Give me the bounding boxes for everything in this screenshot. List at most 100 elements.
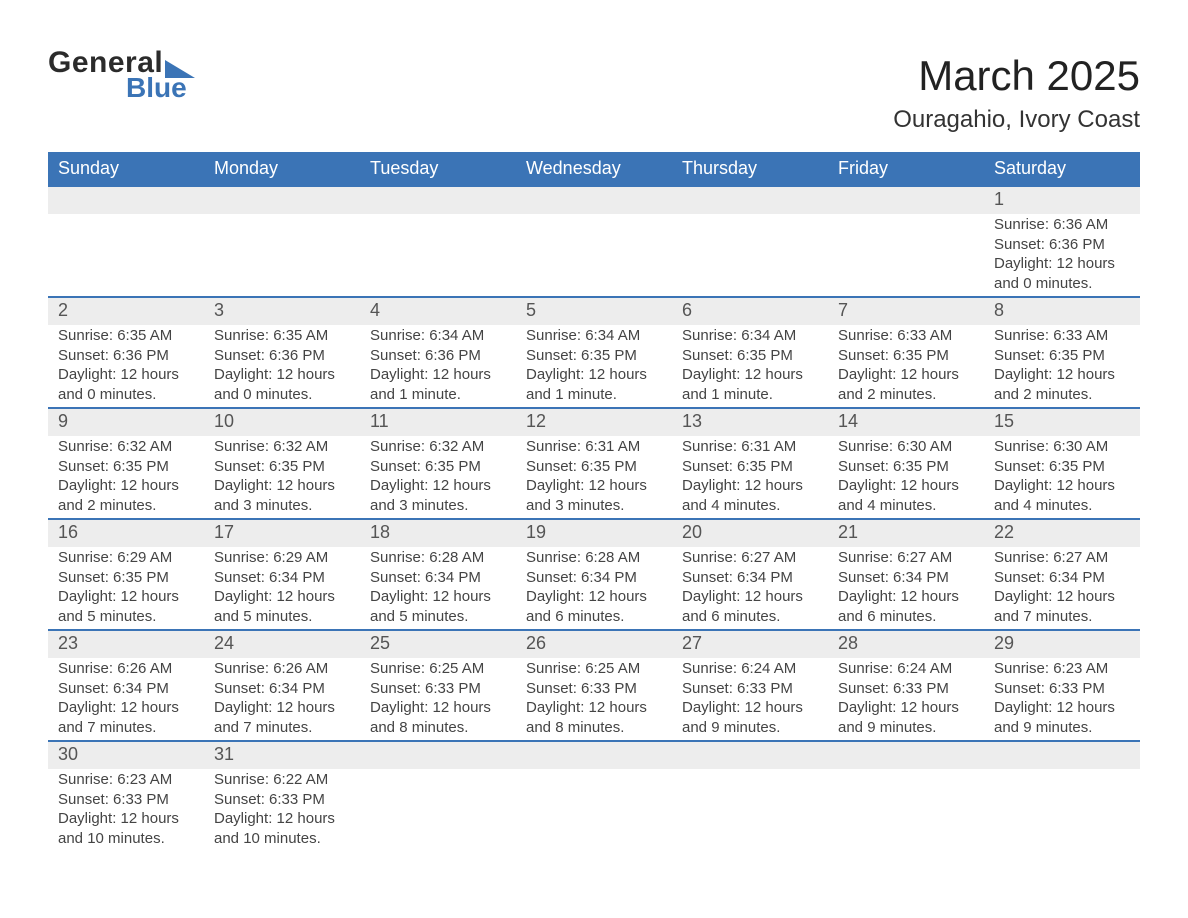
week-row: 9Sunrise: 6:32 AMSunset: 6:35 PMDaylight…: [48, 409, 1140, 520]
day-number: 23: [48, 631, 204, 658]
sunrise-line: Sunrise: 6:25 AM: [370, 659, 506, 679]
sunset-line: Sunset: 6:35 PM: [58, 457, 194, 477]
daylight-line: Daylight: 12 hours and 0 minutes.: [994, 254, 1130, 293]
day-cell: 19Sunrise: 6:28 AMSunset: 6:34 PMDayligh…: [516, 520, 672, 629]
day-body: Sunrise: 6:23 AMSunset: 6:33 PMDaylight:…: [984, 658, 1140, 740]
dow-header-row: SundayMondayTuesdayWednesdayThursdayFrid…: [48, 152, 1140, 187]
sunset-line: Sunset: 6:33 PM: [526, 679, 662, 699]
day-body: Sunrise: 6:31 AMSunset: 6:35 PMDaylight:…: [672, 436, 828, 518]
day-cell: 29Sunrise: 6:23 AMSunset: 6:33 PMDayligh…: [984, 631, 1140, 740]
sunrise-line: Sunrise: 6:29 AM: [58, 548, 194, 568]
day-body: Sunrise: 6:35 AMSunset: 6:36 PMDaylight:…: [204, 325, 360, 407]
sunset-line: Sunset: 6:35 PM: [214, 457, 350, 477]
day-cell: 16Sunrise: 6:29 AMSunset: 6:35 PMDayligh…: [48, 520, 204, 629]
day-number: 4: [360, 298, 516, 325]
sunrise-line: Sunrise: 6:34 AM: [682, 326, 818, 346]
sunset-line: Sunset: 6:33 PM: [370, 679, 506, 699]
daylight-line: Daylight: 12 hours and 4 minutes.: [994, 476, 1130, 515]
day-cell: 3Sunrise: 6:35 AMSunset: 6:36 PMDaylight…: [204, 298, 360, 407]
day-number: [48, 187, 204, 214]
empty-cell: [48, 187, 204, 296]
sunrise-line: Sunrise: 6:27 AM: [838, 548, 974, 568]
day-cell: 7Sunrise: 6:33 AMSunset: 6:35 PMDaylight…: [828, 298, 984, 407]
week-row: 1Sunrise: 6:36 AMSunset: 6:36 PMDaylight…: [48, 187, 1140, 298]
daylight-line: Daylight: 12 hours and 6 minutes.: [838, 587, 974, 626]
day-cell: 4Sunrise: 6:34 AMSunset: 6:36 PMDaylight…: [360, 298, 516, 407]
day-body: Sunrise: 6:32 AMSunset: 6:35 PMDaylight:…: [204, 436, 360, 518]
daylight-line: Daylight: 12 hours and 7 minutes.: [214, 698, 350, 737]
page-title: March 2025: [893, 52, 1140, 100]
sunrise-line: Sunrise: 6:28 AM: [370, 548, 506, 568]
sunset-line: Sunset: 6:35 PM: [994, 346, 1130, 366]
sunset-line: Sunset: 6:36 PM: [58, 346, 194, 366]
sunset-line: Sunset: 6:36 PM: [994, 235, 1130, 255]
sunrise-line: Sunrise: 6:35 AM: [214, 326, 350, 346]
day-cell: 14Sunrise: 6:30 AMSunset: 6:35 PMDayligh…: [828, 409, 984, 518]
week-row: 23Sunrise: 6:26 AMSunset: 6:34 PMDayligh…: [48, 631, 1140, 742]
sunrise-line: Sunrise: 6:28 AM: [526, 548, 662, 568]
day-number: [516, 742, 672, 769]
day-cell: 17Sunrise: 6:29 AMSunset: 6:34 PMDayligh…: [204, 520, 360, 629]
day-body: [360, 214, 516, 294]
day-number: 11: [360, 409, 516, 436]
daylight-line: Daylight: 12 hours and 9 minutes.: [994, 698, 1130, 737]
day-number: 28: [828, 631, 984, 658]
sunset-line: Sunset: 6:34 PM: [214, 568, 350, 588]
day-number: 2: [48, 298, 204, 325]
day-number: 10: [204, 409, 360, 436]
dow-header: Saturday: [984, 152, 1140, 187]
sunset-line: Sunset: 6:34 PM: [526, 568, 662, 588]
week-row: 2Sunrise: 6:35 AMSunset: 6:36 PMDaylight…: [48, 298, 1140, 409]
day-body: Sunrise: 6:32 AMSunset: 6:35 PMDaylight:…: [48, 436, 204, 518]
day-cell: 15Sunrise: 6:30 AMSunset: 6:35 PMDayligh…: [984, 409, 1140, 518]
day-body: [984, 769, 1140, 849]
empty-cell: [360, 187, 516, 296]
day-number: 30: [48, 742, 204, 769]
day-body: Sunrise: 6:29 AMSunset: 6:34 PMDaylight:…: [204, 547, 360, 629]
day-body: Sunrise: 6:22 AMSunset: 6:33 PMDaylight:…: [204, 769, 360, 851]
sunrise-line: Sunrise: 6:31 AM: [526, 437, 662, 457]
day-body: Sunrise: 6:32 AMSunset: 6:35 PMDaylight:…: [360, 436, 516, 518]
day-number: [672, 742, 828, 769]
dow-header: Tuesday: [360, 152, 516, 187]
empty-cell: [360, 742, 516, 851]
sunrise-line: Sunrise: 6:23 AM: [994, 659, 1130, 679]
day-number: 12: [516, 409, 672, 436]
day-number: 15: [984, 409, 1140, 436]
sunrise-line: Sunrise: 6:26 AM: [214, 659, 350, 679]
day-cell: 1Sunrise: 6:36 AMSunset: 6:36 PMDaylight…: [984, 187, 1140, 296]
day-number: 13: [672, 409, 828, 436]
sunset-line: Sunset: 6:34 PM: [682, 568, 818, 588]
day-cell: 24Sunrise: 6:26 AMSunset: 6:34 PMDayligh…: [204, 631, 360, 740]
sunrise-line: Sunrise: 6:34 AM: [370, 326, 506, 346]
day-cell: 20Sunrise: 6:27 AMSunset: 6:34 PMDayligh…: [672, 520, 828, 629]
sunset-line: Sunset: 6:35 PM: [526, 346, 662, 366]
day-cell: 18Sunrise: 6:28 AMSunset: 6:34 PMDayligh…: [360, 520, 516, 629]
day-body: Sunrise: 6:25 AMSunset: 6:33 PMDaylight:…: [516, 658, 672, 740]
day-body: Sunrise: 6:28 AMSunset: 6:34 PMDaylight:…: [516, 547, 672, 629]
daylight-line: Daylight: 12 hours and 5 minutes.: [370, 587, 506, 626]
sunrise-line: Sunrise: 6:33 AM: [838, 326, 974, 346]
day-cell: 8Sunrise: 6:33 AMSunset: 6:35 PMDaylight…: [984, 298, 1140, 407]
day-number: 18: [360, 520, 516, 547]
day-number: 3: [204, 298, 360, 325]
daylight-line: Daylight: 12 hours and 1 minute.: [682, 365, 818, 404]
daylight-line: Daylight: 12 hours and 2 minutes.: [58, 476, 194, 515]
daylight-line: Daylight: 12 hours and 3 minutes.: [526, 476, 662, 515]
day-number: [984, 742, 1140, 769]
sunrise-line: Sunrise: 6:30 AM: [838, 437, 974, 457]
day-cell: 30Sunrise: 6:23 AMSunset: 6:33 PMDayligh…: [48, 742, 204, 851]
sunrise-line: Sunrise: 6:24 AM: [838, 659, 974, 679]
sunset-line: Sunset: 6:35 PM: [838, 346, 974, 366]
daylight-line: Daylight: 12 hours and 0 minutes.: [214, 365, 350, 404]
sunset-line: Sunset: 6:34 PM: [994, 568, 1130, 588]
calendar: SundayMondayTuesdayWednesdayThursdayFrid…: [48, 152, 1140, 851]
daylight-line: Daylight: 12 hours and 4 minutes.: [682, 476, 818, 515]
week-row: 30Sunrise: 6:23 AMSunset: 6:33 PMDayligh…: [48, 742, 1140, 851]
daylight-line: Daylight: 12 hours and 6 minutes.: [526, 587, 662, 626]
sunrise-line: Sunrise: 6:27 AM: [682, 548, 818, 568]
sunrise-line: Sunrise: 6:31 AM: [682, 437, 818, 457]
day-number: 20: [672, 520, 828, 547]
day-cell: 23Sunrise: 6:26 AMSunset: 6:34 PMDayligh…: [48, 631, 204, 740]
dow-header: Friday: [828, 152, 984, 187]
